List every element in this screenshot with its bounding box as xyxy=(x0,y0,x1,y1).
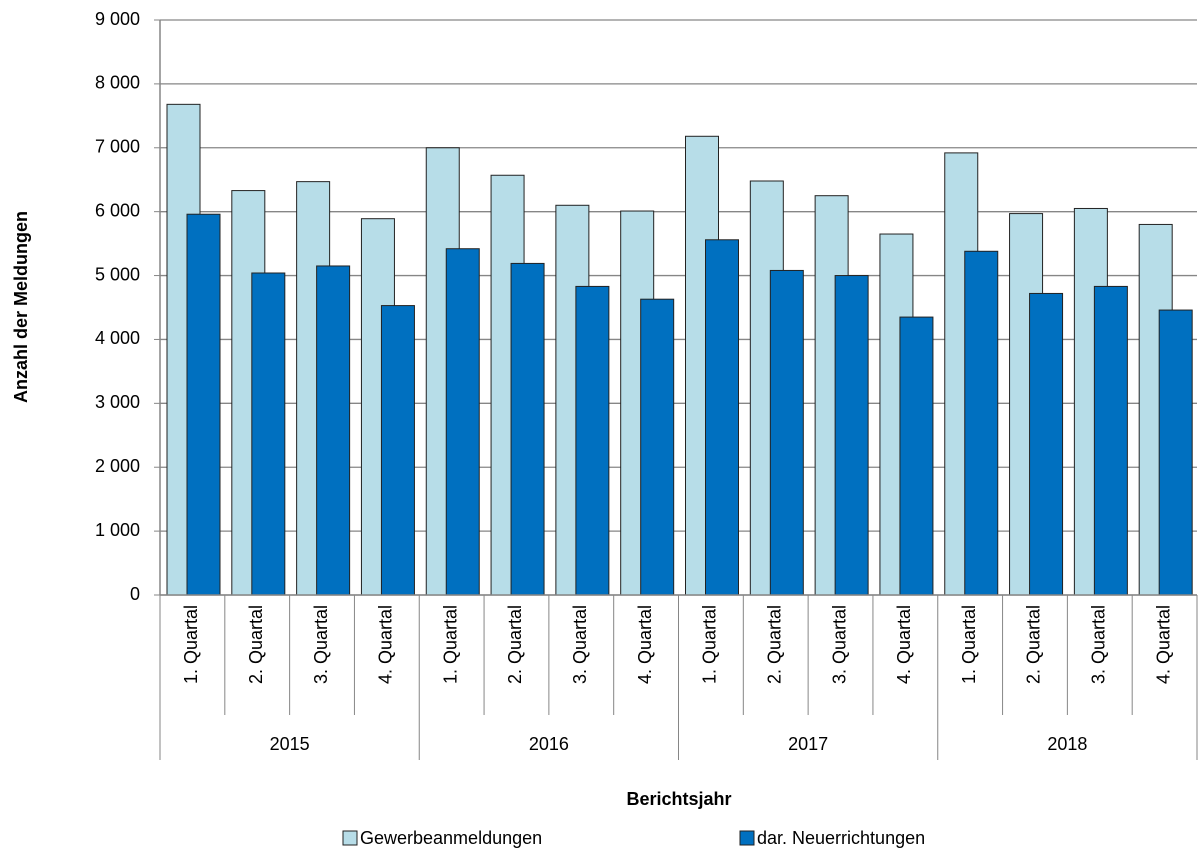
y-tick-label: 8 000 xyxy=(95,73,140,93)
x-axis-title: Berichtsjahr xyxy=(626,789,731,809)
bar xyxy=(769,269,804,596)
legend-label: dar. Neuerrichtungen xyxy=(757,828,925,848)
bar xyxy=(445,248,480,596)
y-tick-label: 2 000 xyxy=(95,456,140,476)
bar xyxy=(575,285,610,596)
legend-swatch xyxy=(739,830,755,846)
y-axis-title: Anzahl der Meldungen xyxy=(11,211,31,403)
x-tick-label: 2. Quartal xyxy=(1024,605,1044,684)
y-tick-label: 0 xyxy=(130,584,140,604)
x-tick-label: 3. Quartal xyxy=(570,605,590,684)
bar xyxy=(640,298,675,596)
y-tick-label: 9 000 xyxy=(95,9,140,29)
group-label: 2015 xyxy=(270,734,310,754)
bar xyxy=(251,272,286,596)
bar xyxy=(705,239,739,596)
bar xyxy=(834,275,869,596)
x-tick-label: 3. Quartal xyxy=(311,605,331,684)
y-tick-label: 1 000 xyxy=(95,520,140,540)
x-tick-label: 1. Quartal xyxy=(959,605,979,684)
x-tick-label: 4. Quartal xyxy=(376,605,396,684)
x-tick-label: 4. Quartal xyxy=(894,605,914,684)
y-tick-label: 7 000 xyxy=(95,137,140,157)
y-tick-label: 6 000 xyxy=(95,200,140,220)
bar xyxy=(316,265,351,596)
y-tick-label: 3 000 xyxy=(95,392,140,412)
y-tick-label: 4 000 xyxy=(95,328,140,348)
x-tick-label: 1. Quartal xyxy=(181,605,201,684)
x-tick-label: 3. Quartal xyxy=(829,605,849,684)
y-tick-label: 5 000 xyxy=(95,264,140,284)
x-tick-label: 1. Quartal xyxy=(440,605,460,684)
legend-swatch xyxy=(342,830,358,846)
bar xyxy=(964,250,999,596)
bar xyxy=(1158,309,1193,596)
legend-label: Gewerbeanmeldungen xyxy=(360,828,542,848)
x-tick-label: 2. Quartal xyxy=(505,605,525,684)
bar xyxy=(510,262,545,596)
x-tick-label: 4. Quartal xyxy=(635,605,655,684)
x-tick-label: 2. Quartal xyxy=(246,605,266,684)
group-label: 2016 xyxy=(529,734,569,754)
bar xyxy=(186,213,221,596)
x-tick-label: 3. Quartal xyxy=(1089,605,1109,684)
x-tick-label: 1. Quartal xyxy=(700,605,720,684)
bar xyxy=(380,305,415,596)
group-label: 2018 xyxy=(1047,734,1087,754)
group-label: 2017 xyxy=(788,734,828,754)
bar xyxy=(1093,285,1128,596)
bar xyxy=(899,316,934,596)
bar xyxy=(1029,292,1064,596)
x-tick-label: 2. Quartal xyxy=(764,605,784,684)
x-tick-label: 4. Quartal xyxy=(1153,605,1173,684)
